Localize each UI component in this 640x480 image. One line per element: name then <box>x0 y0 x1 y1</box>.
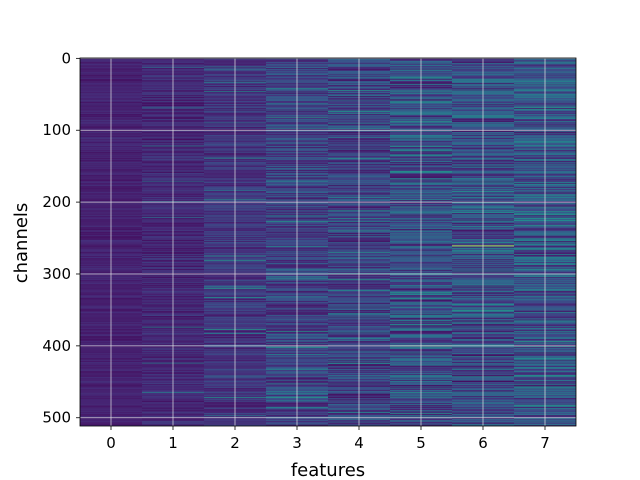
x-tick-label: 3 <box>292 434 302 452</box>
plot-area <box>79 57 577 427</box>
y-axis-label: channels <box>11 203 32 284</box>
y-tick-label: 400 <box>42 337 71 355</box>
y-tick-label: 300 <box>42 265 71 283</box>
y-tick-label: 0 <box>61 49 71 67</box>
x-axis-ticks: 0 1 2 3 4 5 6 7 <box>106 426 550 452</box>
x-tick-label: 5 <box>416 434 426 452</box>
y-axis-ticks: 0 100 200 300 400 500 <box>42 49 80 427</box>
x-tick-label: 1 <box>168 434 178 452</box>
plot-frame <box>79 57 577 427</box>
x-tick-label: 2 <box>230 434 240 452</box>
heatmap-cells <box>80 58 576 427</box>
x-tick-label: 0 <box>106 434 116 452</box>
x-axis-label: features <box>291 460 365 480</box>
x-tick-label: 6 <box>478 434 488 452</box>
y-tick-label: 100 <box>42 121 71 139</box>
x-tick-label: 4 <box>354 434 364 452</box>
y-tick-label: 500 <box>42 409 71 427</box>
x-tick-label: 7 <box>540 434 550 452</box>
y-tick-label: 200 <box>42 193 71 211</box>
